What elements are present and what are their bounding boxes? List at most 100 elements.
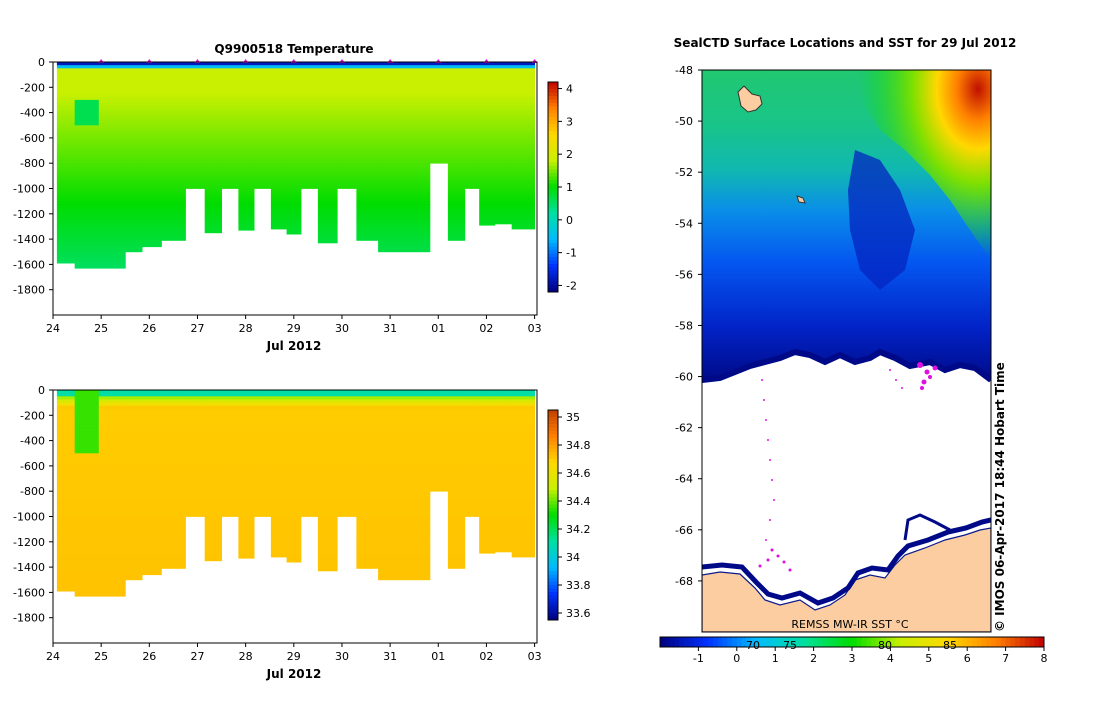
profile-cell (74, 122, 100, 126)
profile-cell (286, 144, 302, 148)
profile-cell (397, 519, 414, 524)
profile-cell (286, 198, 302, 202)
profile-cell (270, 87, 287, 91)
colorbar-fahrenheit-label: 80 (878, 639, 892, 652)
profile-cell (56, 412, 76, 416)
profile-cell (161, 412, 186, 416)
colorbar-segment (957, 637, 963, 647)
profile-cell (221, 169, 239, 174)
profile-cell (413, 71, 431, 76)
profile-cell (125, 481, 143, 486)
profile-cell (125, 128, 143, 132)
profile-cell (429, 147, 449, 151)
profile-cell (464, 87, 480, 91)
profile-cell (378, 201, 398, 205)
profile-cell (185, 153, 206, 158)
profile-cell (270, 472, 287, 476)
profile-cell (356, 418, 379, 423)
colorbar-segment (548, 557, 558, 561)
profile-cell (378, 424, 398, 429)
profile-cell (317, 462, 338, 467)
profile-cell (125, 507, 143, 511)
profile-cell (98, 144, 126, 148)
profile-cell (479, 147, 496, 151)
colorbar-segment (548, 427, 558, 432)
profile-cell (356, 415, 379, 419)
profile-cell (464, 393, 480, 397)
colorbar-segment (684, 637, 690, 647)
profile-cell (254, 77, 272, 82)
colorbar-segment (818, 637, 824, 647)
profile-cell (125, 453, 143, 457)
profile-cell (378, 182, 398, 186)
profile-cell (356, 475, 379, 479)
profile-cell (494, 548, 513, 552)
profile-cell (494, 141, 513, 145)
profile-cell (161, 497, 186, 502)
profile-cell (397, 84, 414, 88)
colorbar-segment (548, 567, 558, 572)
profile-cell (142, 513, 162, 517)
profile-cell (301, 99, 319, 104)
profile-cell (479, 418, 496, 423)
profile-cell (98, 251, 126, 256)
colorbar-segment (548, 166, 558, 170)
profile-cell (356, 109, 379, 113)
profile-cell (270, 513, 287, 517)
profile-cell (397, 169, 414, 174)
profile-cell (98, 535, 126, 540)
profile-cell (204, 513, 222, 517)
profile-cell (378, 484, 398, 489)
profile-cell (356, 185, 379, 189)
profile-cell (142, 191, 162, 196)
colorbar-segment (548, 522, 558, 526)
profile-cell (301, 450, 319, 454)
profile-cell (142, 96, 162, 101)
profile-cell (413, 526, 431, 530)
profile-cell (337, 103, 357, 107)
profile-cell (511, 551, 535, 555)
profile-cell (511, 399, 535, 404)
profile-cell (356, 545, 379, 549)
profile-cell (511, 497, 535, 502)
profile-cell (397, 229, 414, 234)
colorbar-segment (548, 113, 558, 118)
profile-cell (98, 409, 126, 413)
profile-cell (378, 563, 398, 568)
profile-cell (185, 156, 206, 161)
profile-cell (254, 481, 272, 486)
profile-cell (301, 478, 319, 483)
profile-cell (204, 150, 222, 155)
profile-cell (142, 437, 162, 441)
profile-cell (413, 551, 431, 555)
profile-cell (98, 112, 126, 117)
profile-cell (238, 87, 255, 91)
profile-cell (494, 545, 513, 549)
profile-cell (397, 191, 414, 196)
profile-cell (286, 472, 302, 476)
profile-cell (161, 232, 186, 237)
profile-cell (378, 232, 398, 237)
profile-cell (464, 421, 480, 426)
profile-cell (397, 497, 414, 502)
profile-cell (429, 74, 449, 79)
map-y-tick-label: -66 (675, 524, 693, 537)
profile-cell (378, 475, 398, 479)
sst-ice-edge (702, 348, 991, 383)
profile-cell (356, 74, 379, 79)
profile-cell (397, 137, 414, 142)
profile-cell (161, 160, 186, 164)
profile-cell (301, 440, 319, 445)
profile-cell (185, 112, 206, 117)
profile-cell (254, 437, 272, 441)
profile-cell (238, 128, 255, 132)
profile-cell (464, 427, 480, 432)
profile-cell (204, 115, 222, 120)
colorbar-segment (548, 606, 558, 610)
colorbar-segment (548, 278, 558, 282)
profile-cell (378, 443, 398, 448)
profile-cell (317, 507, 338, 511)
profile-cell (301, 427, 319, 432)
profile-cell (74, 582, 100, 587)
profile-cell (378, 156, 398, 161)
